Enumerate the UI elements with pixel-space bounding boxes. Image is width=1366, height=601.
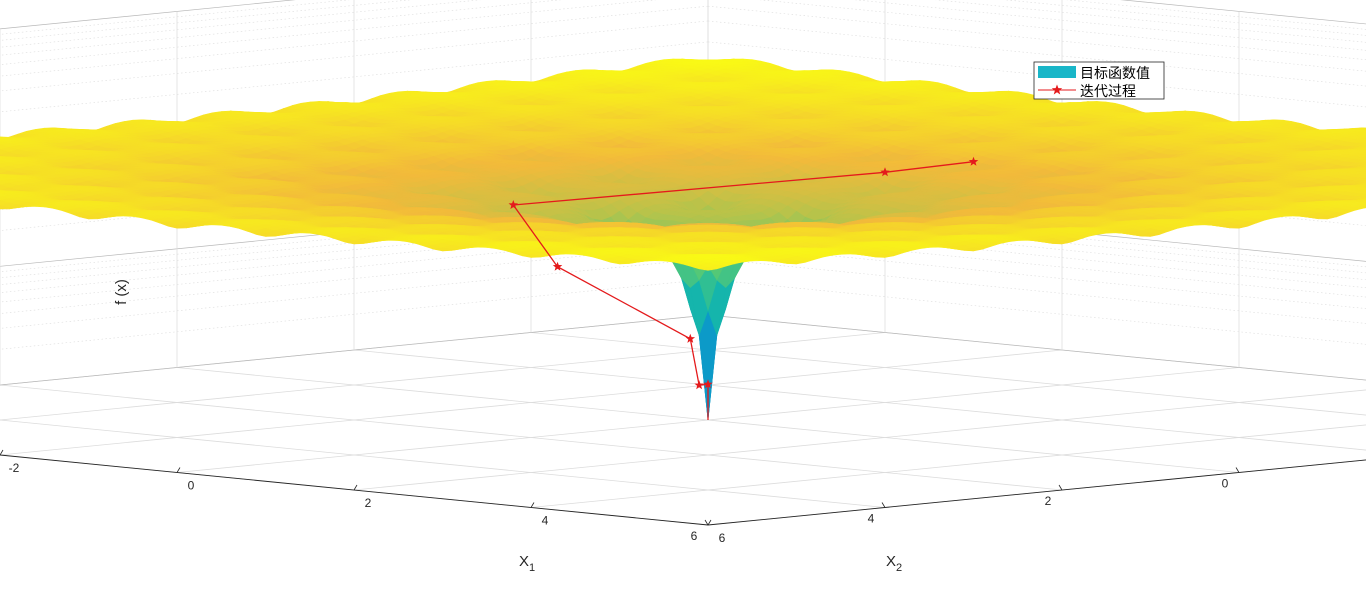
x2-axis-label: X2 [886,553,902,574]
x1-tick-label: 4 [868,512,875,526]
iteration-point [552,261,563,271]
x1-axis-label: X1 [519,553,535,574]
x1-axis-label-sub: 1 [529,562,535,574]
iteration-point [508,199,519,210]
x2-tick-label: -2 [9,461,20,475]
iteration-path [508,156,979,420]
legend-label-path: 迭代过程 [1080,84,1136,100]
x2-tick-label: 6 [719,531,726,545]
iteration-point [694,380,704,390]
x2-tick-label: 4 [542,514,549,528]
iteration-point [968,156,979,166]
x2-tick-label: 0 [188,479,195,493]
x1-tick-label: 6 [691,529,698,543]
legend: 目标函数值 迭代过程 [1033,61,1165,100]
z-axis-label: f (x) [113,279,130,305]
legend-star-icon [1051,84,1063,95]
x1-axis-label-base: X [519,553,529,570]
iteration-point [703,379,713,389]
x1-tick-label: 2 [1045,494,1052,508]
iteration-point [880,167,890,177]
iteration-point [685,333,696,343]
legend-label-surface: 目标函数值 [1080,66,1150,82]
x1-tick-label: 0 [1222,477,1229,491]
objective-surface [0,58,1366,421]
x2-tick-label: 2 [365,496,372,510]
legend-swatch-surface [1038,66,1076,78]
x2-axis-label-sub: 2 [896,562,902,574]
x2-axis-label-base: X [886,553,896,570]
